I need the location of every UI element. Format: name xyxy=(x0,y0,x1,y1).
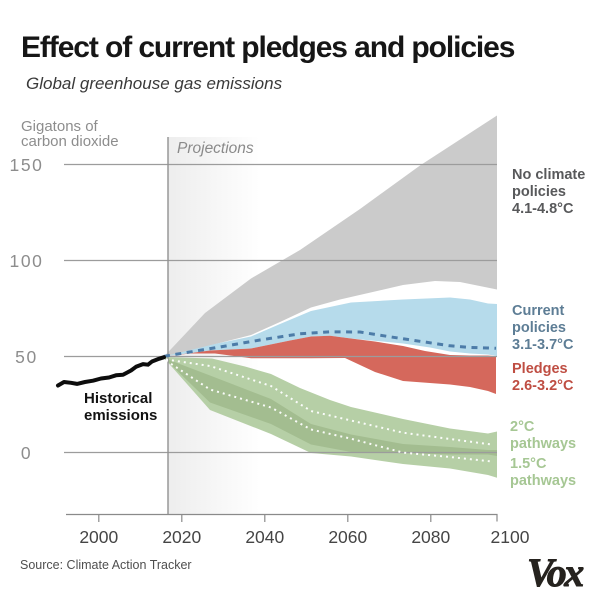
svg-text:Vox: Vox xyxy=(527,550,584,595)
